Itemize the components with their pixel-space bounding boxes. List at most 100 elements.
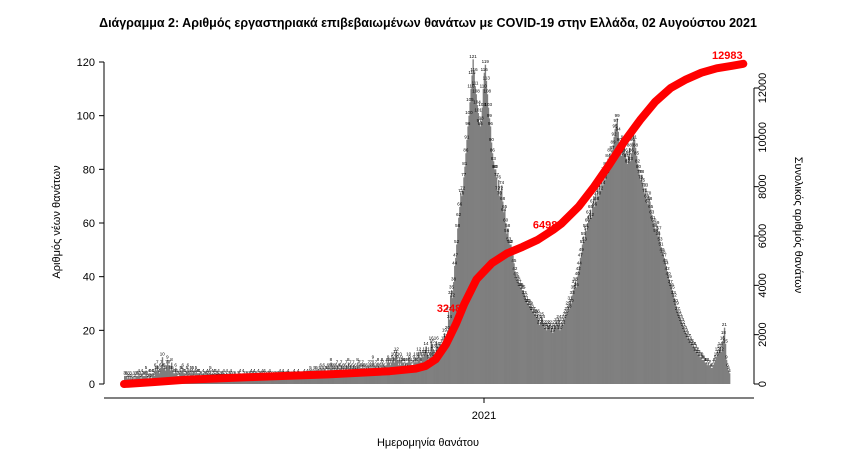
bar-label: 103: [478, 102, 486, 107]
bar-label: 12: [428, 346, 434, 351]
bar: [718, 349, 721, 384]
bar: [558, 319, 560, 384]
bar: [537, 319, 540, 384]
bar: [477, 112, 479, 384]
bar-label: 19: [442, 328, 448, 333]
bar: [720, 351, 723, 384]
bar-label: 65: [502, 204, 508, 209]
bar-label: 29: [674, 301, 680, 306]
bar: [510, 244, 512, 384]
bar: [555, 327, 557, 384]
bar-label: 71: [458, 188, 464, 193]
bar-label: 121: [469, 54, 477, 59]
bar-label: 60: [651, 218, 657, 223]
bar-label: 3: [248, 370, 251, 375]
bar-label: 31: [568, 295, 574, 300]
bar-label: 7: [358, 360, 361, 365]
bar-label: 23: [554, 317, 560, 322]
bar: [378, 370, 380, 384]
bar-label: 17: [443, 333, 449, 338]
bar-label: 8: [356, 357, 359, 362]
bar-label: 6: [726, 362, 729, 367]
bar: [284, 378, 286, 384]
bar-label: 3: [233, 370, 236, 375]
bar: [686, 335, 688, 384]
bar-label: 42: [512, 266, 518, 271]
bar-label: 87: [609, 145, 615, 150]
y2-tick-label: 10000: [757, 122, 769, 153]
bar-label: 111: [472, 81, 479, 86]
bar: [471, 75, 473, 385]
bar-label: 7: [709, 360, 712, 365]
bar-label: 105: [466, 97, 474, 102]
bar-label: 5: [315, 365, 318, 370]
bar-label: 77: [494, 172, 500, 177]
bar: [651, 214, 653, 384]
bar-label: 3: [243, 370, 246, 375]
bar-label: 8: [705, 357, 708, 362]
bar: [486, 94, 489, 384]
bar: [549, 324, 551, 384]
bar-label: 74: [600, 180, 606, 185]
bar: [706, 365, 708, 384]
bar-label: 6: [154, 362, 157, 367]
bar-label: 10: [420, 352, 426, 357]
bar-label: 20: [445, 325, 451, 330]
bar-label: 92: [612, 132, 618, 137]
bar-label: 60: [585, 218, 591, 223]
bar: [247, 378, 250, 384]
bar-label: 44: [664, 260, 670, 265]
bar-label: 88: [633, 142, 639, 147]
bar: [723, 327, 726, 384]
bar-label: 4: [314, 368, 317, 373]
bar-label: 16: [441, 336, 447, 341]
bar-label: 4: [175, 368, 178, 373]
bar-label: 32: [672, 293, 678, 298]
bar-label: 6: [373, 362, 376, 367]
bar-label: 6: [162, 362, 165, 367]
bar: [629, 161, 632, 384]
bar: [581, 244, 584, 384]
bar-label: 4: [213, 368, 216, 373]
bar-label: 8: [413, 357, 416, 362]
bar-label: 24: [561, 314, 567, 319]
bar-label: 19: [683, 328, 689, 333]
y-tick-label: 100: [77, 111, 95, 123]
bar-label: 5: [318, 365, 321, 370]
bar-label: 5: [341, 365, 344, 370]
bar: [626, 163, 629, 384]
chart-title: Διάγραμμα 2: Αριθμός εργαστηριακά επιβεβ…: [99, 16, 757, 30]
bar-label: 5: [186, 365, 189, 370]
bar: [599, 182, 601, 384]
bar-label: 22: [541, 319, 547, 324]
bar-label: 4: [287, 368, 290, 373]
bar-label: 27: [530, 306, 536, 311]
bar: [616, 118, 618, 384]
bar: [673, 298, 676, 384]
bar-label: 63: [649, 209, 655, 214]
bar-label: 3: [185, 370, 188, 375]
bar-label: 7: [340, 360, 343, 365]
bar-label: 9: [408, 354, 411, 359]
bar: [472, 59, 474, 384]
bar-label: 55: [581, 231, 587, 236]
bar-label: 52: [508, 239, 514, 244]
bar: [420, 362, 422, 384]
bar-label: 3: [127, 370, 130, 375]
bar: [671, 290, 674, 384]
bar-label: 4: [268, 368, 271, 373]
bar-label: 58: [652, 223, 658, 228]
bar-label: 32: [450, 293, 456, 298]
bar-label: 6: [348, 362, 351, 367]
bar-label: 3: [251, 370, 254, 375]
bar-label: 5: [190, 365, 193, 370]
bar-label: 9: [391, 354, 394, 359]
bar: [595, 193, 597, 384]
bar-label: 3: [221, 370, 224, 375]
bar-label: 2: [147, 373, 150, 378]
bar: [439, 349, 442, 384]
bar: [285, 375, 287, 384]
bar-label: 7: [352, 360, 355, 365]
bar-label: 49: [660, 247, 666, 252]
bar-label: 84: [605, 153, 611, 158]
